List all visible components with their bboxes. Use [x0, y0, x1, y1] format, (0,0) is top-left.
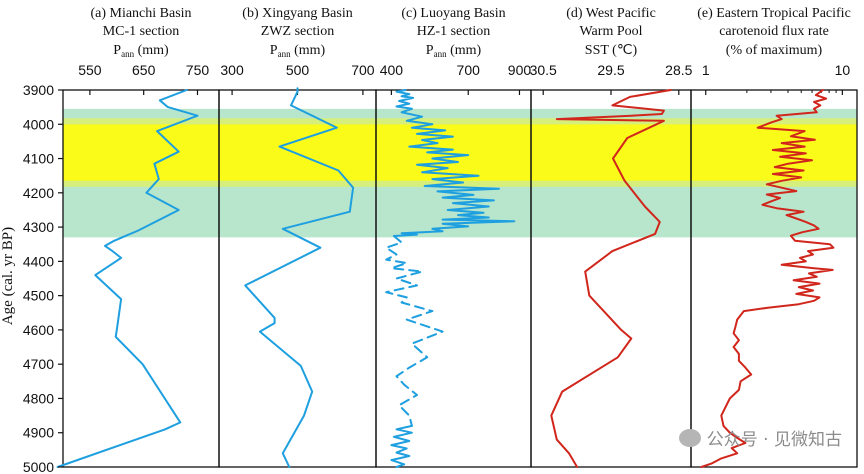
- series-line-c: [390, 424, 413, 468]
- watermark-text: 公众号 · 见微知古: [706, 430, 842, 450]
- band-yellow-fade-top: [63, 118, 857, 125]
- x-tick-label: 750: [186, 62, 210, 78]
- panel-c: 400 700 900: [375, 62, 532, 468]
- panel-e: 1 10: [690, 62, 858, 468]
- y-tick-label: 4400: [23, 253, 54, 269]
- panel-title-line: (b) Xingyang Basin: [242, 6, 352, 21]
- series-line-a: [56, 89, 199, 468]
- y-tick-label: 4500: [23, 288, 54, 304]
- x-tick-label: 1: [702, 62, 710, 78]
- x-tick-label: 28.5: [665, 62, 692, 78]
- y-tick-label: 4200: [23, 185, 54, 201]
- x-tick-label: 650: [132, 62, 156, 78]
- y-tick-label: 4000: [23, 116, 54, 132]
- panel-title-line: (a) Mianchi Basin: [90, 6, 191, 21]
- series-line-c: [392, 89, 516, 237]
- series-line-b: [244, 87, 355, 468]
- wechat-icon: [678, 428, 701, 447]
- x-tick-label: 500: [286, 62, 310, 78]
- y-axis-label: Age (cal. yr BP): [0, 227, 16, 325]
- panel-unit: Pann (mm): [270, 43, 326, 59]
- y-tick-label: 4900: [23, 425, 54, 441]
- y-tick-label: 4600: [23, 322, 54, 338]
- panel-title-line: carotenoid flux rate: [719, 24, 829, 39]
- y-tick-label: 3900: [23, 82, 54, 98]
- series-line-e: [700, 89, 835, 468]
- x-tick-label: 900: [508, 62, 532, 78]
- y-tick-label: 4700: [23, 356, 54, 372]
- band-yellow: [63, 124, 857, 181]
- y-tick-label: 4100: [23, 151, 54, 167]
- y-tick-label: 4300: [23, 219, 54, 235]
- x-tick-label: 700: [351, 62, 375, 78]
- panel-title-line: ZWZ section: [261, 24, 334, 39]
- x-tick-label: 30.5: [530, 62, 557, 78]
- panel-unit: Pann (mm): [113, 43, 169, 59]
- panel-titles: (a) Mianchi Basin MC-1 section Pann (mm) (b…: [90, 6, 850, 59]
- panel-title-line: (d) West Pacific: [566, 6, 656, 21]
- x-tick-label: 29.5: [597, 62, 624, 78]
- panel-frame: [690, 89, 858, 468]
- panel-a: 550 650 750: [56, 62, 220, 468]
- panel-title-line: (c) Luoyang Basin: [401, 6, 505, 21]
- x-tick-label: 550: [78, 62, 102, 78]
- x-tick-label: 300: [220, 62, 244, 78]
- panel-title-line: SST (℃): [585, 43, 638, 58]
- x-tick-label: 400: [380, 62, 404, 78]
- watermark: 公众号 · 见微知古: [678, 425, 842, 450]
- panel-title-line: (e) Eastern Tropical Pacific: [697, 6, 851, 21]
- panel-title-line: MC-1 section: [103, 24, 180, 39]
- x-tick-label: 10: [835, 62, 851, 78]
- y-tick-label: 4800: [23, 390, 54, 406]
- y-tick-label: 5000: [23, 459, 54, 474]
- panel-title-line: Warm Pool: [579, 24, 642, 39]
- panel-unit: Pann (mm): [426, 43, 482, 59]
- band-yellow-fade-bottom: [63, 180, 857, 187]
- panel-title-line: (% of maximum): [726, 43, 823, 58]
- series-line-c: [385, 235, 444, 427]
- panel-title-line: HZ-1 section: [417, 24, 490, 39]
- x-tick-label: 700: [457, 62, 481, 78]
- age-axis: Age (cal. yr BP) 3900 4000 4100 4200 4300 440…: [0, 82, 63, 474]
- series-line-d: [550, 89, 672, 468]
